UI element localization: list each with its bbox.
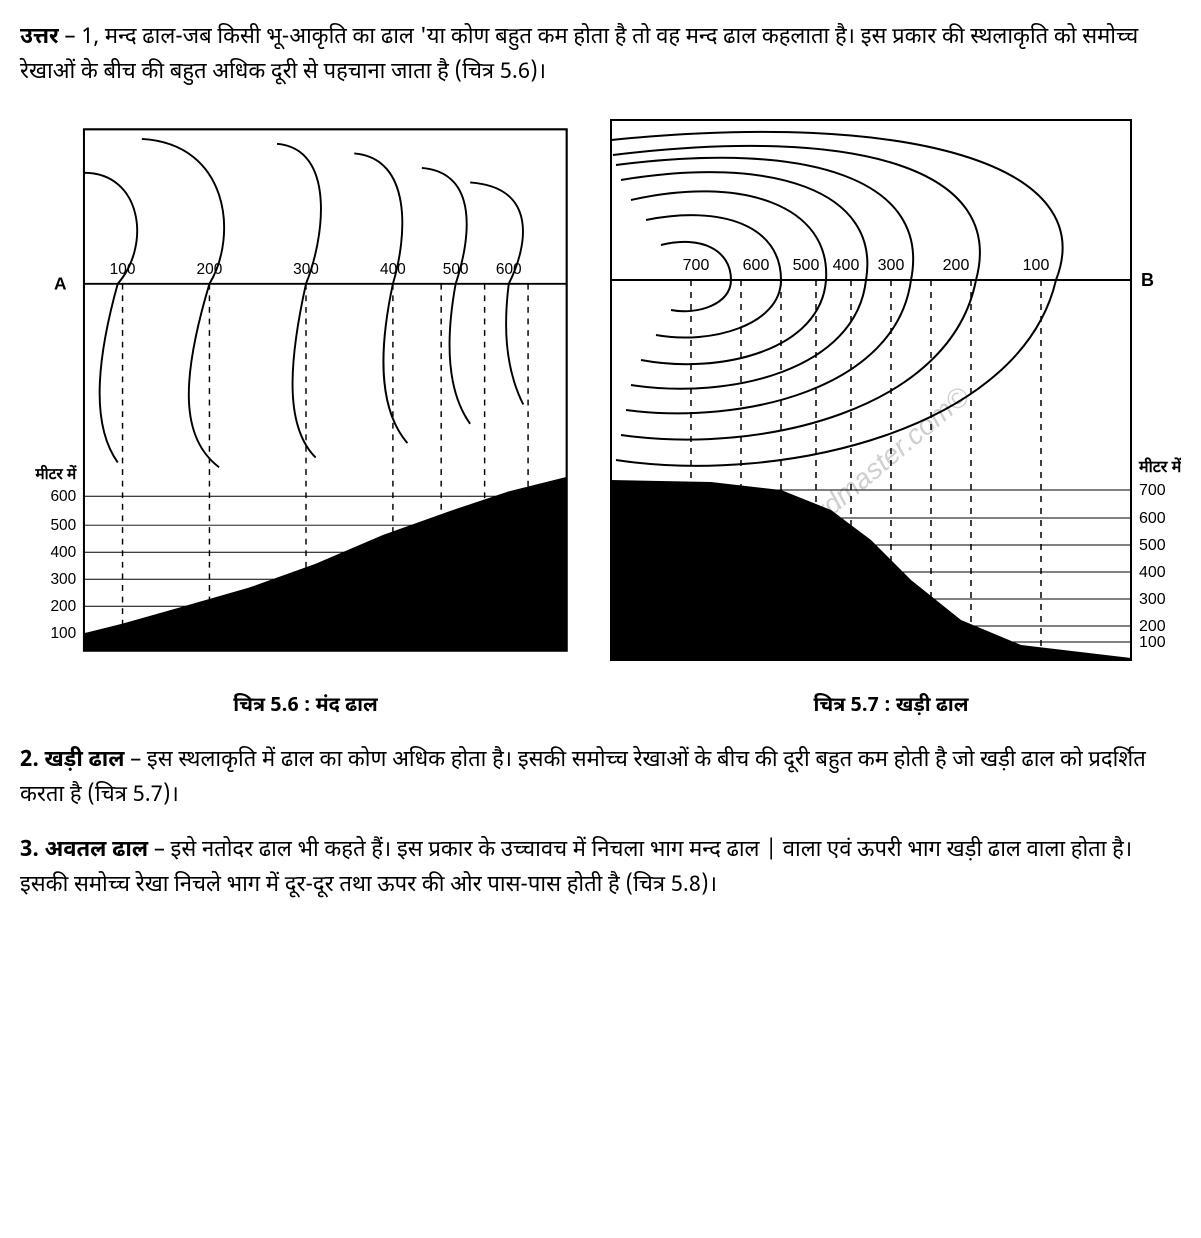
svg-text:600: 600	[495, 262, 521, 279]
svg-text:A: A	[54, 274, 67, 294]
svg-text:300: 300	[293, 262, 319, 279]
svg-text:500: 500	[442, 262, 468, 279]
svg-text:200: 200	[50, 598, 76, 615]
figure-5-7: upboardmaster.com©B700600500400300200100…	[601, 110, 1181, 722]
svg-text:200: 200	[1139, 618, 1166, 635]
svg-text:500: 500	[50, 517, 76, 534]
svg-text:200: 200	[196, 262, 222, 279]
svg-text:मीटर में: मीटर में	[1138, 457, 1181, 476]
para-2: 2. खड़ी ढाल – इस स्थलाकृति में ढाल का को…	[20, 743, 1181, 813]
svg-text:300: 300	[878, 257, 905, 274]
svg-text:500: 500	[793, 257, 820, 274]
svg-text:400: 400	[833, 257, 860, 274]
svg-text:मीटर में: मीटर में	[34, 464, 77, 483]
figures-row: A100200300400500600600500400300200100मीट…	[20, 110, 1181, 722]
svg-text:100: 100	[109, 262, 135, 279]
svg-text:400: 400	[50, 544, 76, 561]
svg-text:100: 100	[1139, 634, 1166, 651]
figure-5-6: A 100 200 300 400 500 600 600 500 400 300 200 100 मीट…	[20, 110, 591, 722]
figure-5-7-caption: चित्र 5.7 : खड़ी ढाल	[601, 691, 1181, 723]
svg-text:400: 400	[1139, 564, 1166, 581]
para-2-text: – इस स्थलाकृति में ढाल का कोण अधिक होता …	[20, 746, 1146, 810]
svg-text:200: 200	[943, 257, 970, 274]
svg-text:600: 600	[1139, 510, 1166, 527]
para-3-label: 3. अवतल ढाल	[20, 836, 148, 865]
svg-text:B: B	[1141, 270, 1154, 290]
para-2-label: 2. खड़ी ढाल	[20, 746, 124, 775]
contour-diagram-right: upboardmaster.com©B700600500400300200100…	[601, 110, 1181, 670]
svg-text:600: 600	[743, 257, 770, 274]
answer-text: – 1, मन्द ढाल-जब किसी भू-आकृति का ढाल 'य…	[20, 23, 1138, 87]
answer-paragraph: उत्तर – 1, मन्द ढाल-जब किसी भू-आकृति का …	[20, 20, 1181, 90]
svg-text:700: 700	[1139, 482, 1166, 499]
svg-text:700: 700	[683, 257, 710, 274]
contour-diagram-left: A 100 200 300 400 500 600 600 500 400 300 200 100 मीट…	[26, 110, 586, 670]
svg-text:400: 400	[380, 262, 406, 279]
svg-text:300: 300	[50, 571, 76, 588]
svg-text:500: 500	[1139, 537, 1166, 554]
para-3: 3. अवतल ढाल – इसे नतोदर ढाल भी कहते हैं।…	[20, 833, 1181, 903]
answer-label: उत्तर	[20, 23, 59, 52]
svg-text:600: 600	[50, 488, 76, 505]
svg-text:100: 100	[1023, 257, 1050, 274]
para-3-text: – इसे नतोदर ढाल भी कहते हैं। इस प्रकार क…	[20, 836, 1132, 900]
svg-text:100: 100	[50, 626, 76, 643]
figure-5-6-caption: चित्र 5.6 : मंद ढाल	[20, 691, 591, 723]
svg-text:300: 300	[1139, 591, 1166, 608]
